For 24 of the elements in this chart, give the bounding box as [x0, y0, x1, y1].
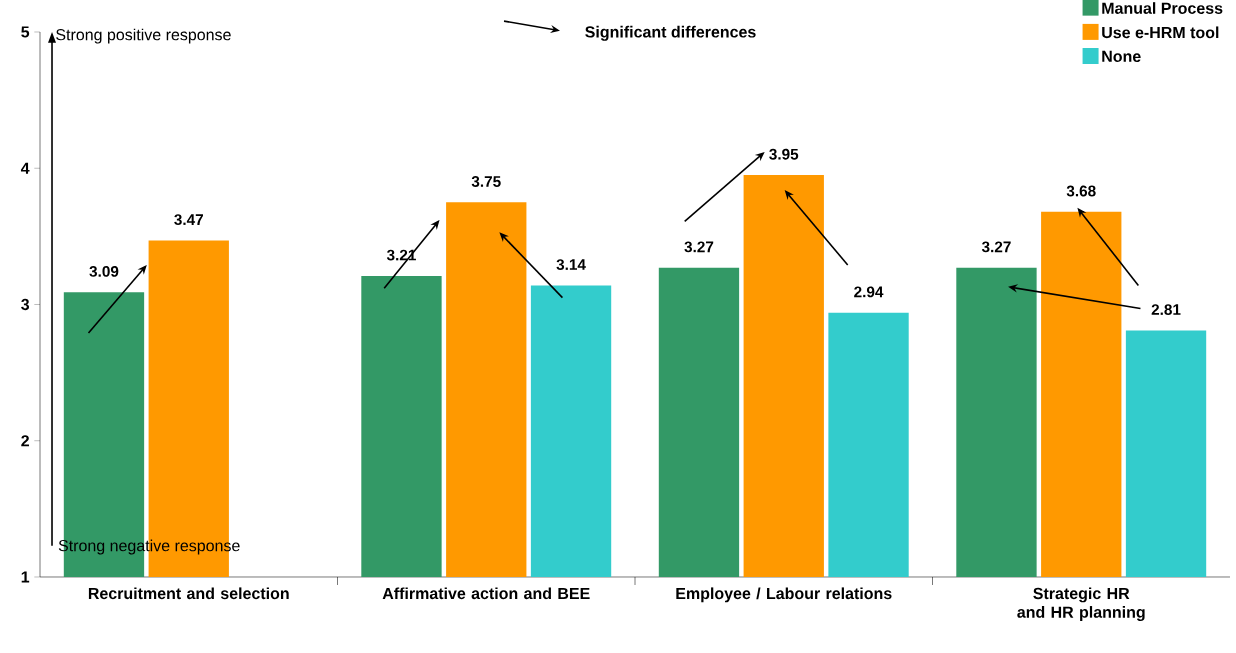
data-label: 2.81 [1151, 304, 1181, 315]
y-tick-label: 2 [21, 435, 29, 447]
x-tick-label: Affirmative action and BEE [382, 587, 590, 600]
data-label: 3.09 [89, 265, 119, 277]
legend-label: None [1102, 50, 1141, 63]
y-tick-label: 3 [21, 298, 30, 311]
legend-label: Manual Process [1102, 2, 1223, 14]
x-tick-label: Strategic HR and HR planning [1017, 587, 1145, 622]
data-label: 3.14 [556, 259, 586, 271]
y-tick-label: 5 [21, 26, 30, 38]
x-tick-label: Recruitment and selection [88, 587, 289, 600]
data-label: 3.27 [981, 241, 1011, 253]
legend-label: Use e-HRM tool [1102, 26, 1219, 39]
y-tick-label: 4 [20, 162, 30, 174]
data-label: 3.75 [471, 176, 501, 187]
y-tick-label: 1 [21, 571, 30, 583]
data-label: 3.27 [684, 241, 714, 253]
annotation: Strong positive response [56, 28, 231, 44]
x-tick-label: Employee / Labour relations [676, 587, 892, 603]
data-label: 3.47 [174, 214, 203, 226]
data-label: 3.68 [1066, 185, 1096, 197]
annotation: Significant differences [585, 25, 756, 41]
data-label: 3.95 [769, 148, 799, 160]
data-label: 2.94 [854, 286, 884, 298]
